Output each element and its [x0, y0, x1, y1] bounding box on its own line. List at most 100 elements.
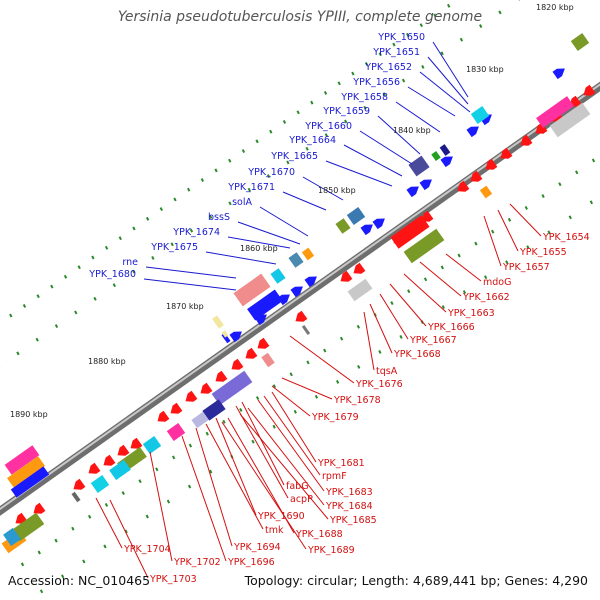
gc-mark — [251, 439, 255, 444]
gc-mark — [77, 265, 81, 270]
gc-mark — [37, 550, 41, 555]
leader-ypk-1685 — [239, 413, 329, 520]
gc-mark — [255, 139, 259, 144]
gc-mark — [22, 303, 27, 308]
gc-mark — [16, 351, 20, 356]
gc-mark — [289, 372, 293, 377]
reverse-cds-arrow — [470, 170, 483, 182]
reverse-cds-arrow — [457, 180, 470, 192]
accession-text: Accession: NC_010465 — [8, 573, 151, 588]
label-ypk-1667: YPK_1667 — [409, 335, 457, 346]
gc-mark — [589, 200, 594, 205]
label-ypk-1658: YPK_1658 — [340, 92, 388, 103]
gc-mark — [324, 133, 329, 138]
label-ypk-1650: YPK_1650 — [377, 32, 425, 43]
label-ypk-1657: YPK_1657 — [502, 262, 550, 273]
label-ypk-1675: YPK_1675 — [150, 242, 198, 253]
gc-mark — [145, 216, 150, 221]
gc-mark — [407, 289, 411, 294]
leader-ypk-1680 — [143, 278, 237, 291]
forward-cds-block — [10, 466, 50, 498]
gc-mark — [88, 514, 92, 519]
label-ypk-1664: YPK_1664 — [288, 135, 336, 146]
gc-mark — [310, 100, 314, 105]
label-bsss: bssS — [208, 212, 230, 223]
forward-misc-block — [212, 315, 224, 329]
leader-rne — [145, 266, 237, 279]
leader-ypk-1668 — [369, 303, 393, 354]
label-ypk-1652: YPK_1652 — [364, 62, 412, 73]
gc-mark — [390, 301, 394, 305]
reverse-cds-arrow — [215, 370, 228, 382]
forward-cds-arrow — [372, 218, 385, 230]
gc-mark — [82, 559, 86, 564]
reverse-cds-arrow — [245, 347, 258, 359]
gc-mark — [392, 42, 396, 47]
gc-mark — [423, 277, 428, 282]
leader-ypk-1665 — [325, 160, 393, 187]
gc-mark — [405, 32, 410, 37]
gc-mark — [306, 360, 310, 365]
gc-mark — [104, 245, 109, 250]
gc-mark — [187, 484, 192, 489]
gc-mark — [209, 469, 213, 474]
leader-ypk-1660 — [359, 130, 413, 165]
gc-mark — [20, 562, 25, 567]
gc-mark — [200, 178, 205, 183]
label-ypk-1666: YPK_1666 — [427, 322, 475, 333]
reverse-misc-block — [403, 228, 445, 264]
leader-sola — [259, 206, 309, 237]
gc-mark — [459, 37, 464, 42]
reverse-misc-block — [536, 96, 574, 128]
gc-mark — [364, 61, 369, 66]
gc-mark — [474, 241, 478, 246]
reverse-cds-arrow — [353, 262, 366, 274]
tick-label-1820-kbp: 1820 kbp — [536, 3, 574, 12]
gc-mark — [132, 226, 136, 231]
gc-mark — [351, 71, 355, 76]
leader-ypk-1694 — [195, 427, 233, 547]
label-ypk-1671: YPK_1671 — [227, 182, 275, 193]
label-ypk-1690: YPK_1690 — [257, 511, 305, 522]
label-ypk-1696: YPK_1696 — [227, 557, 275, 568]
gc-mark — [591, 158, 596, 163]
label-ypk-1689: YPK_1689 — [307, 545, 355, 556]
reverse-cds-arrow — [130, 437, 143, 449]
label-ypk-1656: YPK_1656 — [352, 77, 400, 88]
reverse-cds-arrow — [485, 158, 498, 170]
leader-ypk-1675 — [205, 251, 277, 265]
label-fabg: fabG — [286, 481, 309, 492]
label-acpp: acpP — [290, 494, 313, 505]
gc-mark — [209, 215, 213, 219]
label-ypk-1688: YPK_1688 — [295, 529, 343, 540]
gc-mark — [173, 197, 177, 202]
gc-mark — [159, 207, 163, 212]
gc-mark — [378, 350, 382, 354]
reverse-cds-arrow — [421, 210, 434, 222]
reverse-rna-block — [90, 475, 110, 493]
label-ypk-1668: YPK_1668 — [393, 349, 441, 360]
gc-mark — [187, 187, 191, 192]
gc-mark — [314, 394, 319, 399]
gc-mark — [440, 265, 444, 270]
gc-mark — [54, 324, 59, 329]
gc-mark — [255, 396, 260, 401]
leader-ypk-1702 — [149, 451, 173, 562]
label-ypk-1684: YPK_1684 — [325, 501, 373, 512]
gc-mark — [124, 529, 128, 534]
forward-cds-arrow — [466, 126, 479, 138]
leader-ypk-1670 — [302, 176, 344, 201]
label-ypk-1685: YPK_1685 — [329, 515, 377, 526]
gc-mark — [121, 491, 125, 496]
gc-mark — [483, 275, 488, 280]
leader-ypk-1674 — [227, 236, 291, 249]
leader-ypk-1664 — [343, 144, 403, 177]
reverse-cds-block — [390, 215, 430, 249]
forward-cds-arrow — [440, 156, 453, 168]
forward-misc-block — [4, 445, 40, 475]
gc-mark — [524, 206, 528, 210]
forward-cds-block — [247, 289, 283, 321]
gc-mark — [505, 260, 509, 265]
reverse-cds-arrow — [535, 122, 548, 134]
leader-bsss — [237, 221, 301, 245]
